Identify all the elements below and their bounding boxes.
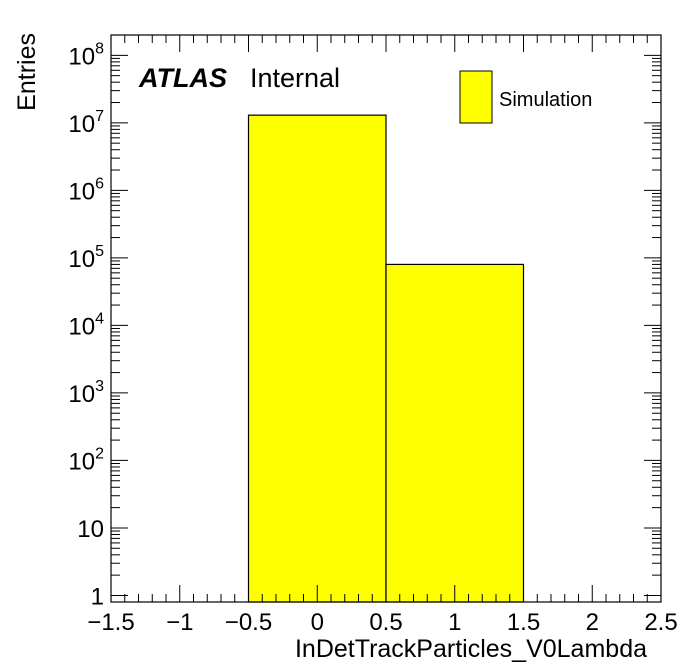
y-axis-title: Entries bbox=[13, 33, 41, 111]
histogram-bar bbox=[247, 114, 387, 603]
y-tick-label: 10 bbox=[77, 516, 104, 543]
y-tick-label: 108 bbox=[68, 40, 104, 70]
y-tick-label: 105 bbox=[68, 243, 104, 273]
x-tick-label: −1 bbox=[166, 609, 193, 636]
y-tick-label: 104 bbox=[68, 310, 104, 340]
y-tick-label: 1 bbox=[91, 583, 104, 610]
x-tick-label: 2 bbox=[586, 609, 599, 636]
x-tick-label: 0 bbox=[311, 609, 324, 636]
legend-swatch bbox=[459, 70, 493, 124]
histogram-bar bbox=[385, 263, 525, 603]
x-tick-label: 0.5 bbox=[369, 609, 402, 636]
bars-layer bbox=[247, 114, 525, 603]
legend: Simulation bbox=[459, 70, 592, 124]
y-tick-label: 107 bbox=[68, 108, 104, 138]
x-tick-label: −1.5 bbox=[87, 609, 134, 636]
x-tick-label: 1.5 bbox=[507, 609, 540, 636]
x-tick-label: −0.5 bbox=[225, 609, 272, 636]
ticks-layer bbox=[110, 34, 662, 602]
atlas-label: ATLAS bbox=[138, 63, 227, 93]
y-tick-label: 103 bbox=[68, 378, 104, 408]
internal-label: Internal bbox=[250, 63, 340, 93]
x-axis-title: InDetTrackParticles_V0Lambda bbox=[295, 635, 647, 663]
x-tick-label: 2.5 bbox=[644, 609, 677, 636]
y-tick-label: 102 bbox=[68, 445, 104, 475]
legend-label: Simulation bbox=[499, 89, 592, 111]
y-tick-label: 106 bbox=[68, 175, 104, 205]
tick-labels-layer: −1.5 −1 −0.5 0 0.5 1 1.5 2 2.5 1 10 102 103 104 105 106… bbox=[68, 40, 677, 636]
x-tick-label: 1 bbox=[448, 609, 461, 636]
